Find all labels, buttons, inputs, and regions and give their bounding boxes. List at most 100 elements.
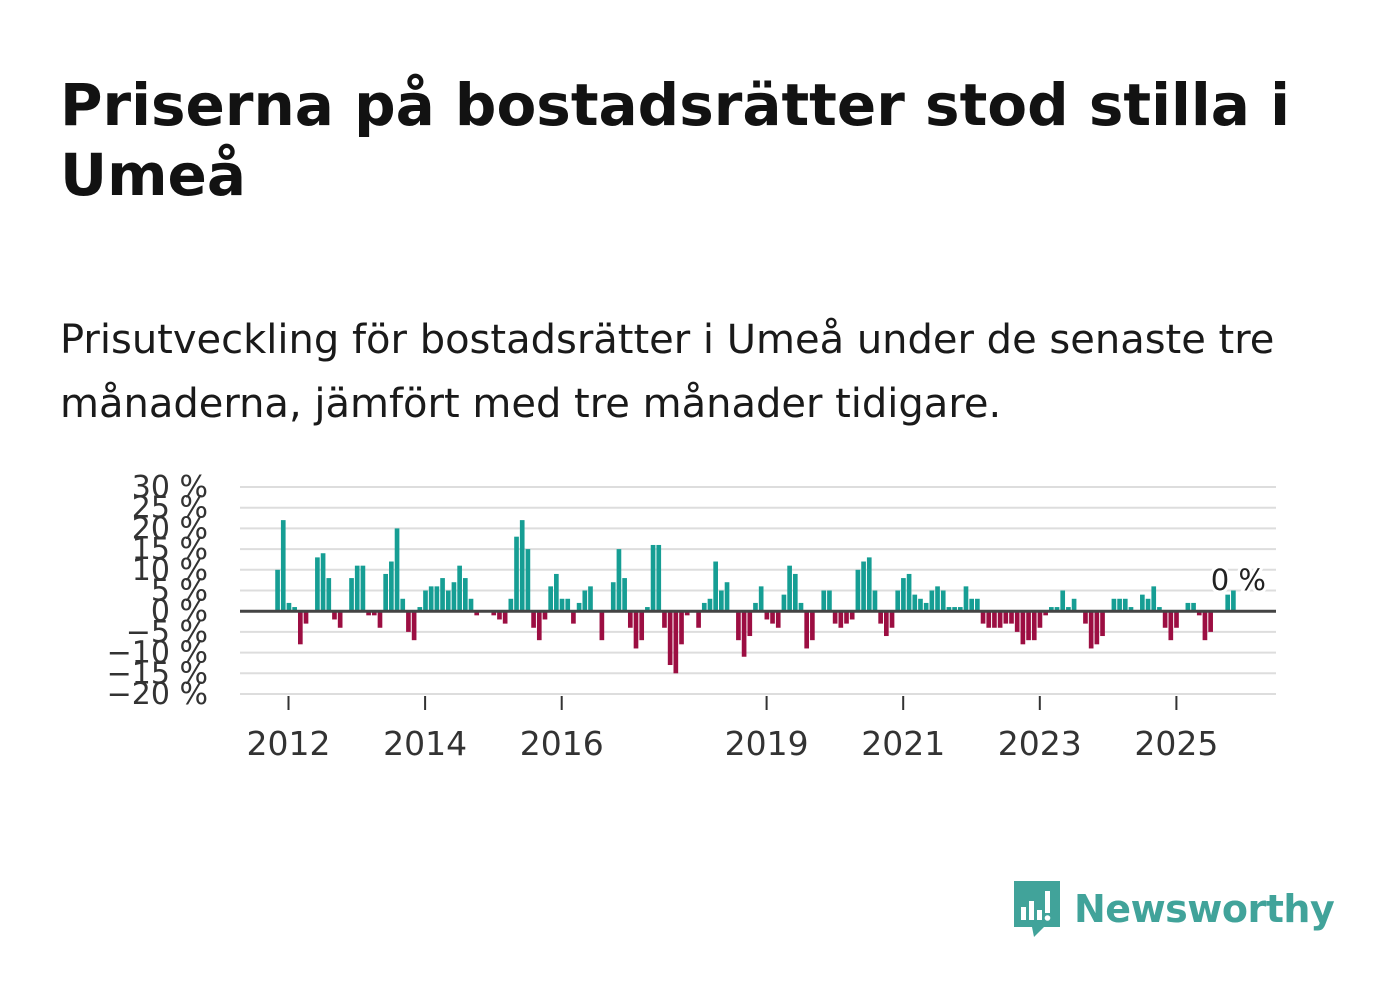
y-tick-label: 0 % [151,594,208,629]
y-tick-label: −15 % [107,656,208,691]
bar [912,594,918,612]
bar [650,544,656,612]
bar [337,611,343,628]
bar [468,598,474,612]
bar [292,607,297,612]
bar [1071,598,1077,612]
bar [417,607,423,612]
bar [679,611,684,645]
bar [1196,611,1202,616]
bar [275,569,280,612]
bar [502,611,508,624]
bar [354,565,360,612]
bar [1122,598,1128,612]
bar [1202,611,1208,641]
bar [952,607,957,612]
bar [884,611,889,637]
bar [554,573,559,612]
bar [787,565,792,612]
bar [462,578,468,612]
bar [451,582,457,612]
bar [1174,611,1179,628]
bar [855,569,861,612]
bar [940,590,946,612]
bar [440,578,445,612]
bar [946,607,952,612]
bar [1020,611,1026,645]
bar [315,557,320,612]
x-tick-label: 2014 [383,724,467,763]
bar [610,582,616,612]
bar [627,611,633,628]
bar [371,611,377,616]
chart-title: Priserna på bostadsrätter stod stilla i … [60,71,1290,209]
bar [411,611,417,641]
bar [895,590,901,612]
bar [639,611,645,641]
bar [536,611,542,641]
bar [906,573,912,612]
bar [753,602,758,612]
brand-logo[interactable]: Newsworthy [1010,876,1340,942]
bar [832,611,838,624]
bar [576,602,582,612]
bar [1009,611,1014,624]
bar-chart: 30 %25 %20 %15 %10 %5 %0 %−5 %−10 %−15 %… [107,470,1276,763]
y-tick-label: 15 % [132,532,208,567]
bar [1094,611,1100,645]
bar [559,598,565,612]
bar [696,611,701,628]
bar [673,611,679,674]
bar [571,611,576,624]
bar [457,565,462,612]
bar [622,578,627,612]
x-tick-label: 2021 [861,724,945,763]
bar [434,586,440,612]
bar [394,528,400,612]
bar [781,594,787,612]
bar [747,611,753,637]
bar [997,611,1003,628]
bar [798,602,804,612]
y-tick-label: 25 % [132,491,208,526]
bar [758,586,764,612]
bar [519,520,525,612]
bar [923,602,929,612]
bar [645,607,650,612]
bar [980,611,986,624]
bar [332,611,337,620]
bar [1037,611,1043,628]
bar [701,602,707,612]
bar [1168,611,1174,641]
bar [1060,590,1066,612]
bar [918,598,923,612]
bar [360,565,366,612]
y-tick-label: 30 % [132,470,208,505]
bar [303,611,309,624]
y-tick-label: 5 % [151,574,208,609]
bar [901,578,906,612]
bar [866,557,872,612]
bar [400,598,406,612]
bar [531,611,536,628]
bar [1162,611,1168,628]
bar [633,611,639,649]
bar [1083,611,1088,624]
bar [588,586,593,612]
bar [491,611,497,616]
bar [508,598,514,612]
bar [406,611,411,632]
bar [935,586,940,612]
bar [1111,598,1117,612]
x-tick-label: 2025 [1134,724,1218,763]
bar [1185,602,1191,612]
chart-subtitle: Prisutveckling för bostadsrätter i Umeå … [60,317,1275,427]
bar [662,611,667,628]
bar [548,586,553,612]
bar [1026,611,1031,641]
bar [280,520,286,612]
bar [741,611,747,657]
y-tick-label: 10 % [132,553,208,588]
x-tick-label: 2012 [247,724,331,763]
bar [1225,594,1231,612]
